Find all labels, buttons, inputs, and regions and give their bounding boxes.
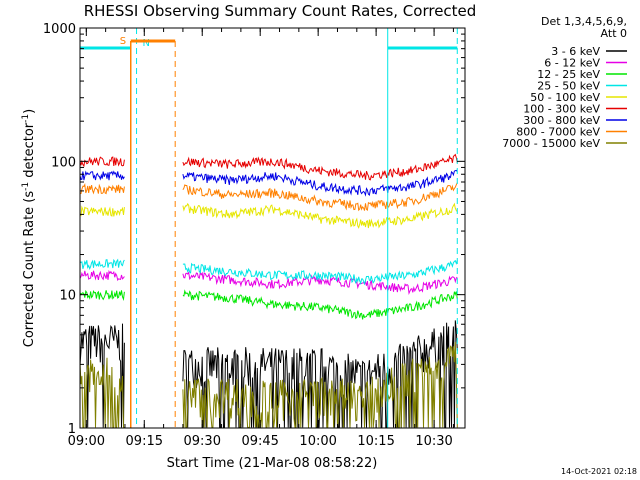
y-tick-label: 100: [51, 155, 76, 170]
legend-label-5: 100 - 300 keV: [523, 103, 600, 116]
chart-title: RHESSI Observing Summary Count Rates, Co…: [84, 2, 477, 20]
legend-label-7: 800 - 7000 keV: [516, 126, 600, 139]
series-line-2: [79, 289, 458, 320]
series-line-5: [79, 153, 458, 181]
series-line-7: [79, 182, 458, 212]
x-tick-label: 09:45: [241, 434, 278, 449]
x-tick-label: 10:30: [415, 434, 452, 449]
x-tick-label: 09:15: [126, 434, 163, 449]
y-label-part: detector: [22, 122, 37, 182]
legend-label-2: 12 - 25 keV: [537, 68, 600, 81]
series-line-1: [79, 269, 458, 296]
y-label-sup: -1: [21, 182, 31, 191]
y-tick-label: 10: [59, 289, 76, 304]
legend-header-line2: Att 0: [601, 27, 627, 40]
legend-label-8: 7000 - 15000 keV: [502, 137, 600, 150]
y-label-part: Corrected Count Rate (s: [22, 191, 37, 348]
series-line-6: [79, 169, 458, 197]
x-tick-label: 10:00: [299, 434, 336, 449]
y-tick-label: 1: [68, 422, 76, 437]
x-ticks: 09:00 09:15 09:30 09:45 10:00 10:15 10:30: [68, 28, 454, 449]
y-ticks: 1 10 100 1000: [43, 22, 465, 437]
x-axis-label: Start Time (21-Mar-08 08:58:22): [167, 456, 378, 471]
night-flag-label: N: [143, 38, 150, 49]
plot-area: NS: [79, 28, 458, 428]
x-tick-label: 09:30: [184, 434, 221, 449]
legend-label-0: 3 - 6 keV: [551, 45, 600, 58]
x-tick-label: 09:00: [68, 434, 105, 449]
saa-flag-label: S: [120, 36, 126, 47]
legend-label-1: 6 - 12 keV: [544, 57, 600, 70]
series-line-3: [79, 258, 458, 286]
y-tick-label: 1000: [43, 22, 76, 37]
series-line-4: [79, 202, 458, 229]
axes: [79, 27, 466, 429]
timestamp: 14-Oct-2021 02:18: [561, 467, 637, 476]
plot-frame: [79, 27, 466, 429]
x-tick-label: 10:15: [357, 434, 394, 449]
legend-header-line1: Det 1,3,4,5,6,9,: [541, 15, 627, 28]
legend-label-4: 50 - 100 keV: [530, 91, 600, 104]
legend-label-6: 300 - 800 keV: [523, 114, 600, 127]
series-line-8: [79, 341, 458, 428]
legend-label-3: 25 - 50 keV: [537, 80, 600, 93]
y-label-sup: -1: [21, 114, 31, 123]
y-label-part: ): [22, 109, 37, 114]
y-axis-label: Corrected Count Rate (s-1 detector-1): [21, 109, 37, 347]
